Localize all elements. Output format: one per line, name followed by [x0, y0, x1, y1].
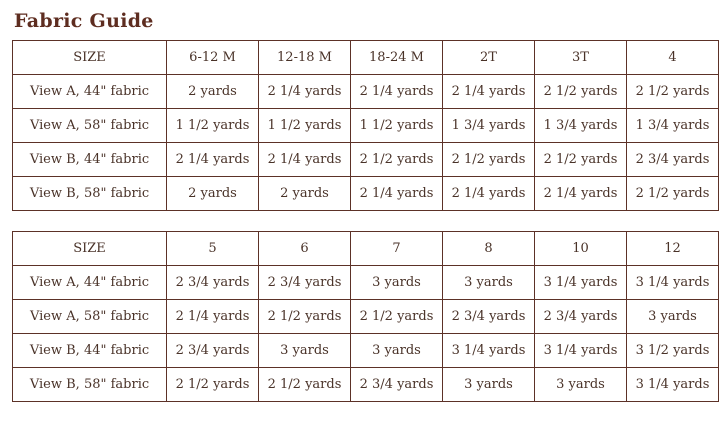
table-row: View A, 58" fabric 1 1/2 yards 1 1/2 yards…	[12, 108, 719, 143]
size-label-header: SIZE	[12, 231, 167, 266]
yardage-cell: 3 1/4 yards	[534, 333, 627, 368]
yardage-cell: 2 3/4 yards	[626, 142, 719, 177]
yardage-cell: 2 3/4 yards	[166, 333, 259, 368]
yardage-cell: 2 3/4 yards	[534, 299, 627, 334]
yardage-cell: 2 yards	[166, 176, 259, 211]
view-fabric-row-label: View B, 44" fabric	[12, 333, 167, 368]
size-column-header: 12	[626, 231, 719, 266]
yardage-cell: 1 3/4 yards	[534, 108, 627, 143]
table-row: View B, 44" fabric 2 3/4 yards 3 yards 3 ya…	[12, 333, 719, 368]
yardage-cell: 2 1/2 yards	[350, 299, 443, 334]
view-fabric-row-label: View B, 58" fabric	[12, 367, 167, 402]
yardage-cell: 1 1/2 yards	[350, 108, 443, 143]
yardage-cell: 3 yards	[626, 299, 719, 334]
size-column-header: 2T	[442, 40, 535, 75]
yardage-cell: 2 1/4 yards	[442, 176, 535, 211]
page-title: Fabric Guide	[14, 10, 154, 32]
yardage-cell: 2 1/4 yards	[442, 74, 535, 109]
yardage-cell: 2 yards	[258, 176, 351, 211]
yardage-cell: 2 1/2 yards	[258, 299, 351, 334]
view-fabric-row-label: View B, 58" fabric	[12, 176, 167, 211]
yardage-cell: 2 1/4 yards	[258, 142, 351, 177]
yardage-cell: 2 1/2 yards	[442, 142, 535, 177]
yardage-cell: 2 3/4 yards	[442, 299, 535, 334]
size-column-header: 4	[626, 40, 719, 75]
size-column-header: 7	[350, 231, 443, 266]
yardage-cell: 2 1/2 yards	[350, 142, 443, 177]
yardage-cell: 3 1/4 yards	[626, 367, 719, 402]
yardage-cell: 3 yards	[442, 367, 535, 402]
yardage-cell: 2 3/4 yards	[258, 265, 351, 300]
yardage-cell: 3 yards	[442, 265, 535, 300]
yardage-cell: 2 1/4 yards	[258, 74, 351, 109]
size-column-header: 8	[442, 231, 535, 266]
view-fabric-row-label: View A, 58" fabric	[12, 299, 167, 334]
size-column-header: 6-12 M	[166, 40, 259, 75]
size-column-header: 6	[258, 231, 351, 266]
yardage-cell: 1 3/4 yards	[442, 108, 535, 143]
table-header-row: SIZE 5 6 7 8 10 12	[12, 231, 719, 266]
size-column-header: 12-18 M	[258, 40, 351, 75]
table-row: View A, 44" fabric 2 yards 2 1/4 yards 2 1/…	[12, 74, 719, 109]
yardage-cell: 2 1/2 yards	[258, 367, 351, 402]
table-row: View B, 58" fabric 2 1/2 yards 2 1/2 yards…	[12, 367, 719, 402]
yardage-cell: 2 1/4 yards	[350, 74, 443, 109]
yardage-cell: 2 3/4 yards	[350, 367, 443, 402]
yardage-cell: 3 yards	[350, 333, 443, 368]
yardage-cell: 2 1/2 yards	[534, 142, 627, 177]
yardage-cell: 2 1/4 yards	[350, 176, 443, 211]
yardage-cell: 3 yards	[534, 367, 627, 402]
yardage-cell: 2 yards	[166, 74, 259, 109]
view-fabric-row-label: View A, 44" fabric	[12, 265, 167, 300]
table-row: View A, 44" fabric 2 3/4 yards 2 3/4 yards…	[12, 265, 719, 300]
yardage-cell: 1 1/2 yards	[258, 108, 351, 143]
view-fabric-row-label: View B, 44" fabric	[12, 142, 167, 177]
table-header-row: SIZE 6-12 M 12-18 M 18-24 M 2T 3T 4	[12, 40, 719, 75]
size-label-header: SIZE	[12, 40, 167, 75]
yardage-cell: 2 1/2 yards	[626, 176, 719, 211]
fabric-guide-table-child: SIZE 5 6 7 8 10 12 View A, 44" fabric 2 3/4 yar…	[12, 231, 719, 402]
size-column-header: 5	[166, 231, 259, 266]
yardage-cell: 2 1/4 yards	[166, 299, 259, 334]
yardage-cell: 3 1/2 yards	[626, 333, 719, 368]
view-fabric-row-label: View A, 44" fabric	[12, 74, 167, 109]
fabric-guide-table-infant-toddler: SIZE 6-12 M 12-18 M 18-24 M 2T 3T 4 View A, 44…	[12, 40, 719, 211]
yardage-cell: 3 yards	[350, 265, 443, 300]
yardage-cell: 3 1/4 yards	[534, 265, 627, 300]
yardage-cell: 2 1/2 yards	[626, 74, 719, 109]
table-row: View A, 58" fabric 2 1/4 yards 2 1/2 yards…	[12, 299, 719, 334]
yardage-cell: 2 1/2 yards	[534, 74, 627, 109]
yardage-cell: 3 1/4 yards	[442, 333, 535, 368]
yardage-cell: 2 3/4 yards	[166, 265, 259, 300]
yardage-cell: 1 3/4 yards	[626, 108, 719, 143]
size-column-header: 18-24 M	[350, 40, 443, 75]
size-column-header: 10	[534, 231, 627, 266]
yardage-cell: 3 1/4 yards	[626, 265, 719, 300]
yardage-cell: 3 yards	[258, 333, 351, 368]
view-fabric-row-label: View A, 58" fabric	[12, 108, 167, 143]
yardage-cell: 2 1/4 yards	[534, 176, 627, 211]
yardage-cell: 2 1/2 yards	[166, 367, 259, 402]
yardage-cell: 1 1/2 yards	[166, 108, 259, 143]
table-row: View B, 58" fabric 2 yards 2 yards 2 1/4 ya…	[12, 176, 719, 211]
yardage-cell: 2 1/4 yards	[166, 142, 259, 177]
size-column-header: 3T	[534, 40, 627, 75]
table-row: View B, 44" fabric 2 1/4 yards 2 1/4 yards…	[12, 142, 719, 177]
